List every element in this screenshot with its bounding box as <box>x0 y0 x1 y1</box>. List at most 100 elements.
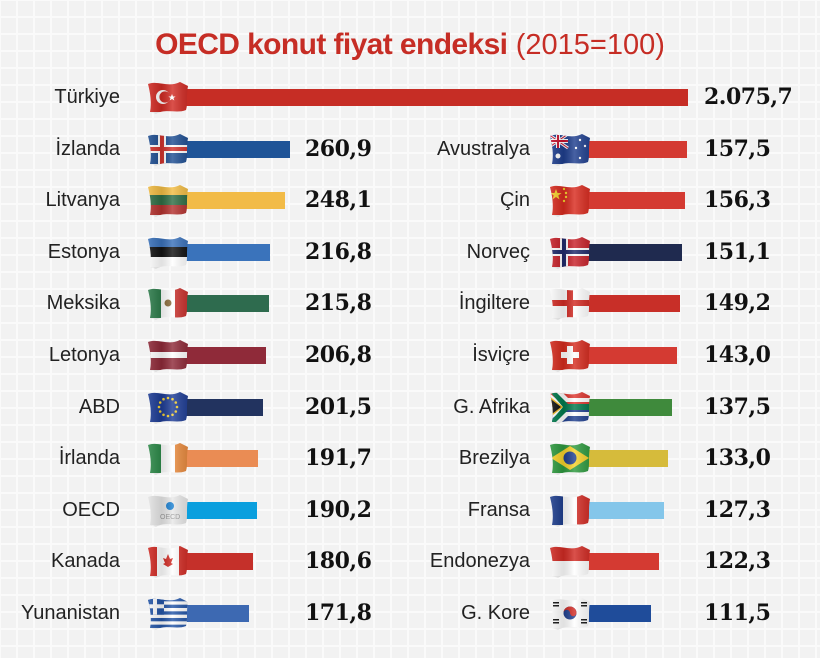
value-label: 127,3 <box>704 497 771 523</box>
bar-row: Çin 156,3 <box>0 180 820 220</box>
value-label: 157,5 <box>704 136 771 162</box>
turkey-flag-icon <box>146 80 190 114</box>
country-label: Türkiye <box>54 86 120 108</box>
switzerland-flag-icon <box>548 338 592 372</box>
bar-row: Fransa 127,3 <box>0 490 820 530</box>
country-label: İngiltere <box>458 292 530 314</box>
latvia-flag-icon <box>146 338 190 372</box>
bar-row: G. Kore 111,5 <box>0 593 820 633</box>
oecd-flag-icon: OECD <box>146 493 190 527</box>
australia-flag-icon <box>548 132 592 166</box>
bar-row: İzlanda 260,9 <box>0 129 820 169</box>
country-label: G. Kore <box>461 602 530 624</box>
country-label: Yunanistan <box>21 602 120 624</box>
value-label: 156,3 <box>704 187 771 213</box>
country-label: Kanada <box>51 550 120 572</box>
country-label: Letonya <box>48 344 120 366</box>
bar-row: İsviçre 143,0 <box>0 335 820 375</box>
england-flag-icon <box>548 286 592 320</box>
south-africa-flag-icon <box>548 390 592 424</box>
country-label: Norveç <box>466 241 530 263</box>
bar <box>582 553 659 570</box>
bar <box>582 450 668 467</box>
chart-title-base: (2015=100) <box>515 29 665 61</box>
country-label: Fransa <box>467 499 530 521</box>
bar-row: Meksika 215,8 <box>0 283 820 323</box>
bar <box>180 295 269 312</box>
country-label: G. Afrika <box>453 396 530 418</box>
value-label: 260,9 <box>305 136 372 162</box>
bar-row: G. Afrika 137,5 <box>0 387 820 427</box>
value-label: 215,8 <box>305 290 372 316</box>
bar <box>180 141 290 158</box>
value-label: 248,1 <box>305 187 372 213</box>
bar <box>582 141 687 158</box>
bar-row: Norveç 151,1 <box>0 232 820 272</box>
value-label: 133,0 <box>704 445 771 471</box>
france-flag-icon <box>548 493 592 527</box>
bar-row: İrlanda 191,7 <box>0 438 820 478</box>
country-label: Endonezya <box>429 550 530 572</box>
norway-flag-icon <box>548 235 592 269</box>
lithuania-flag-icon <box>146 183 190 217</box>
bar-row: Türkiye 2.075,7 <box>0 77 820 117</box>
ireland-flag-icon <box>146 441 190 475</box>
estonia-flag-icon <box>146 235 190 269</box>
bar-row: ABD 201,5 <box>0 387 820 427</box>
bar-row: Kanada 180,6 <box>0 541 820 581</box>
indonesia-flag-icon <box>548 544 592 578</box>
iceland-flag-icon <box>146 132 190 166</box>
chart-title: OECD konut fiyat endeksi (2015=100) <box>0 25 820 65</box>
value-label: 191,7 <box>305 445 372 471</box>
bar <box>180 450 258 467</box>
country-label: İsviçre <box>472 344 530 366</box>
eu-flag-icon <box>146 390 190 424</box>
south-korea-flag-icon <box>548 596 592 630</box>
bar <box>180 399 263 416</box>
bar-row: Endonezya 122,3 <box>0 541 820 581</box>
brazil-flag-icon <box>548 441 592 475</box>
value-label: 143,0 <box>704 342 771 368</box>
value-label: 137,5 <box>704 394 771 420</box>
china-flag-icon <box>548 183 592 217</box>
bar-row: Avustralya 157,5 <box>0 129 820 169</box>
country-label: Estonya <box>47 241 120 263</box>
country-label: Litvanya <box>45 189 121 211</box>
canada-flag-icon <box>146 544 190 578</box>
bar <box>180 192 285 209</box>
value-label: 206,8 <box>305 342 372 368</box>
bar-row: Yunanistan 171,8 <box>0 593 820 633</box>
bar-row: Brezilya 133,0 <box>0 438 820 478</box>
bar-row: OECD OECD 190,2 <box>0 490 820 530</box>
bar <box>180 502 257 519</box>
bar <box>180 89 688 106</box>
value-label: 180,6 <box>305 548 372 574</box>
country-label: İrlanda <box>58 447 120 469</box>
value-label: 190,2 <box>305 497 372 523</box>
country-label: Avustralya <box>436 138 530 160</box>
bar-row: İngiltere 149,2 <box>0 283 820 323</box>
bar <box>582 347 677 364</box>
bar <box>582 502 664 519</box>
value-label: 151,1 <box>704 239 771 265</box>
bar <box>180 347 266 364</box>
country-label: İzlanda <box>55 138 121 160</box>
chart-title-main: OECD konut fiyat endeksi <box>155 28 508 61</box>
bar <box>582 244 682 261</box>
country-label: ABD <box>78 396 120 418</box>
greece-flag-icon <box>146 596 190 630</box>
bar <box>582 399 672 416</box>
bar <box>180 553 253 570</box>
country-label: Brezilya <box>458 447 530 469</box>
mexico-flag-icon <box>146 286 190 320</box>
country-label: Çin <box>499 189 530 211</box>
value-label: 111,5 <box>704 600 771 626</box>
value-label: 216,8 <box>305 239 372 265</box>
bar <box>180 605 249 622</box>
country-label: OECD <box>62 499 120 521</box>
value-label: 171,8 <box>305 600 372 626</box>
country-label: Meksika <box>46 292 120 314</box>
value-label: 2.075,7 <box>704 84 793 110</box>
bar <box>582 605 651 622</box>
bar-row: Estonya 216,8 <box>0 232 820 272</box>
